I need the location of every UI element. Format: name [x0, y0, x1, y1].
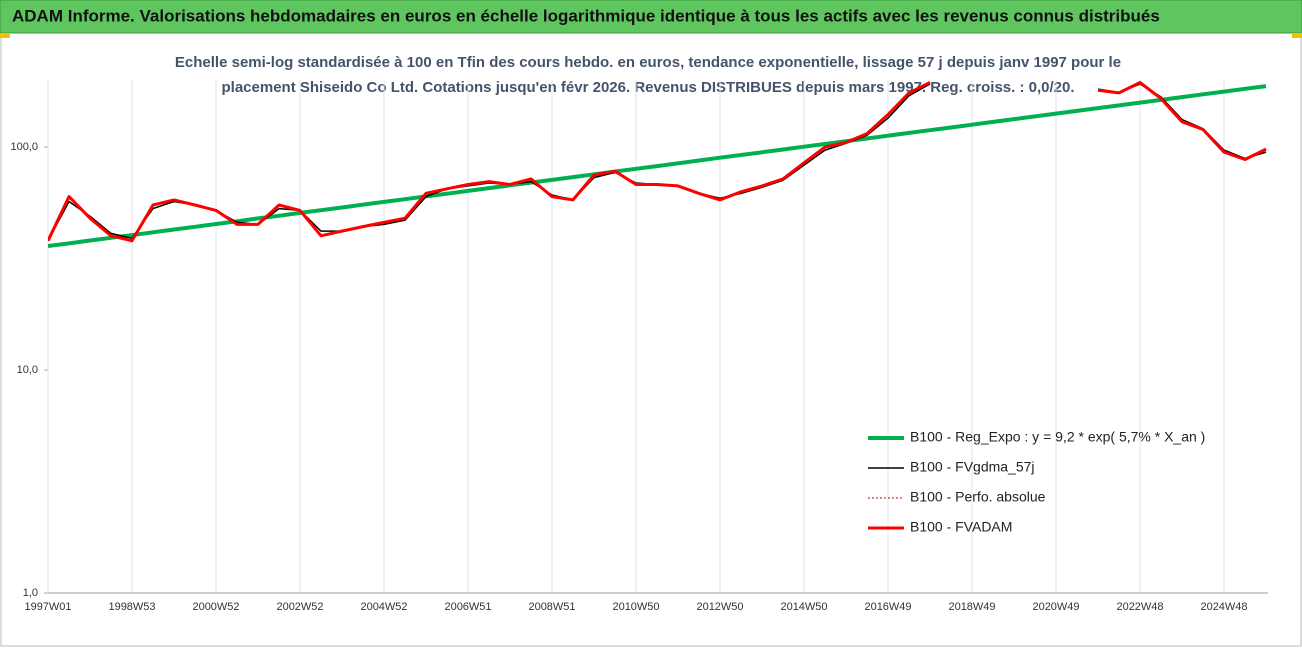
legend-label: B100 - FVgdma_57j [910, 459, 1035, 475]
chart-subtitle: Echelle semi-log standardisée à 100 en T… [175, 54, 1121, 71]
chart-title: ADAM Informe. Valorisations hebdomadaire… [12, 6, 1160, 25]
x-tick-label: 2012W50 [696, 601, 743, 613]
x-tick-label: 2014W50 [780, 601, 827, 613]
x-tick-label: 2008W51 [528, 601, 575, 613]
header-bar [0, 0, 1302, 34]
x-tick-label: 1998W53 [108, 601, 155, 613]
x-tick-label: 2004W52 [360, 601, 407, 613]
x-tick-label: 2018W49 [948, 601, 995, 613]
series-line [48, 81, 1267, 243]
legend: B100 - Reg_Expo : y = 9,2 * exp( 5,7% * … [868, 429, 1205, 535]
legend-label: B100 - FVADAM [910, 519, 1012, 535]
x-tick-label: 2020W49 [1032, 601, 1079, 613]
x-tick-label: 2002W52 [276, 601, 323, 613]
labels: 1,0 10,0 100,0 1997W01 1998W53 2000W52 2002W52… [10, 141, 1247, 613]
corner [0, 33, 10, 38]
chart-subtitle: placement Shiseido Co Ltd. Cotations jus… [222, 79, 1075, 96]
corner [1292, 33, 1302, 38]
legend-label: B100 - Reg_Expo : y = 9,2 * exp( 5,7% * … [910, 429, 1205, 445]
y-tick-label: 100,0 [10, 141, 38, 153]
x-tick-label: 2022W48 [1116, 601, 1163, 613]
x-tick-label: 1997W01 [24, 601, 71, 613]
y-tick-label: 10,0 [17, 364, 38, 376]
x-tick-label: 2024W48 [1200, 601, 1247, 613]
x-tick-label: 2000W52 [192, 601, 239, 613]
series-line [48, 84, 1267, 248]
y-tick-label: 1,0 [23, 587, 38, 599]
x-tick-label: 2010W50 [612, 601, 659, 613]
plot-lines [48, 81, 1267, 248]
legend-label: B100 - Perfo. absolue [910, 489, 1046, 505]
x-tick-label: 2016W49 [864, 601, 911, 613]
x-tick-label: 2006W51 [444, 601, 491, 613]
